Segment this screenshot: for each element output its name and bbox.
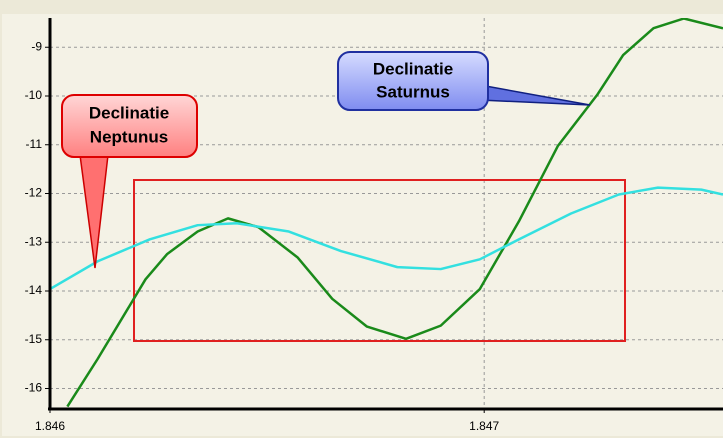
x-tick-label: 1.847: [469, 419, 499, 433]
x-tick-label: 1.846: [35, 419, 65, 433]
callout-box: [337, 51, 489, 111]
y-tick-label: -14: [25, 283, 43, 297]
callout-saturnus: Declinatie Saturnus: [337, 51, 591, 111]
series-line: [50, 186, 723, 291]
callout-text: Neptunus: [90, 127, 168, 146]
y-tick-label: -15: [25, 332, 43, 346]
y-tick-label: -16: [25, 381, 43, 395]
y-tick-label: -13: [25, 234, 43, 248]
callout-box: [61, 94, 198, 158]
y-tick-label: -12: [25, 186, 43, 200]
callout-neptunus: Declinatie Neptunus: [61, 94, 198, 269]
y-tick-label: -10: [25, 88, 43, 102]
highlight-box: [133, 179, 626, 342]
callout-text: Saturnus: [376, 82, 450, 101]
series-line: [66, 18, 723, 408]
y-tick-label: -11: [26, 137, 43, 151]
y-tick-label: -9: [31, 39, 42, 53]
callout-text: Declinatie: [89, 103, 169, 122]
callout-text: Declinatie: [373, 59, 453, 78]
